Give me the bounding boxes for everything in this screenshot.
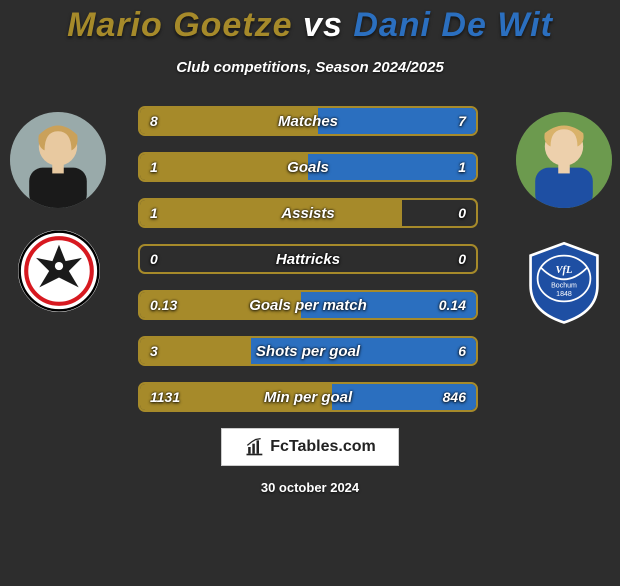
stat-fill-left [140, 292, 301, 318]
stat-fill-right [301, 292, 476, 318]
comparison-infographic: Mario Goetze vs Dani De Wit Club competi… [0, 6, 620, 586]
stat-fill-right [318, 108, 476, 134]
stat-fill-left [140, 338, 251, 364]
main-area: VfL Bochum 1848 87Matches 11Goals 10Assist… [0, 106, 620, 412]
player2-club-crest: VfL Bochum 1848 [520, 238, 608, 326]
player2-avatar [516, 112, 612, 208]
stat-bar: 1131846Min per goal [138, 382, 478, 412]
club-crest-icon [18, 230, 100, 312]
page-title: Mario Goetze vs Dani De Wit [0, 6, 620, 45]
stat-fill-left [140, 200, 402, 226]
stats-bars: 87Matches11Goals10Assists00Hattricks0.13… [138, 106, 478, 412]
svg-text:1848: 1848 [556, 291, 572, 298]
stat-bar: 87Matches [138, 106, 478, 136]
stat-fill-left [140, 384, 332, 410]
stat-bar: 0.130.14Goals per match [138, 290, 478, 320]
player1-club-crest [18, 230, 100, 312]
svg-text:VfL: VfL [556, 265, 573, 276]
stat-fill-left [140, 154, 308, 180]
title-vs: vs [303, 6, 343, 44]
footer: FcTables.com 30 october 2024 [0, 428, 620, 495]
stat-label: Hattricks [140, 246, 476, 272]
site-logo: FcTables.com [221, 428, 399, 466]
chart-icon [244, 437, 264, 457]
stat-bar: 0 0Hattricks [138, 244, 478, 274]
stat-value-right: 0 [458, 246, 466, 272]
stat-fill-right [332, 384, 476, 410]
stat-bar: 36Shots per goal [138, 336, 478, 366]
site-name: FcTables.com [270, 438, 376, 456]
title-player2: Dani De Wit [353, 6, 553, 44]
stat-value-right: 0 [458, 200, 466, 226]
avatar-placeholder-icon [10, 112, 106, 208]
stat-fill-right [308, 154, 476, 180]
subtitle: Club competitions, Season 2024/2025 [0, 59, 620, 76]
player1-avatar [10, 112, 106, 208]
avatar-placeholder-icon [516, 112, 612, 208]
svg-text:Bochum: Bochum [551, 282, 577, 289]
date: 30 october 2024 [0, 480, 620, 495]
stat-fill-left [140, 108, 318, 134]
stat-value-left: 0 [150, 246, 158, 272]
stat-fill-right [251, 338, 476, 364]
stat-bar: 11Goals [138, 152, 478, 182]
club-crest-icon: VfL Bochum 1848 [520, 238, 608, 326]
stat-bar: 10Assists [138, 198, 478, 228]
title-player1: Mario Goetze [67, 6, 292, 44]
